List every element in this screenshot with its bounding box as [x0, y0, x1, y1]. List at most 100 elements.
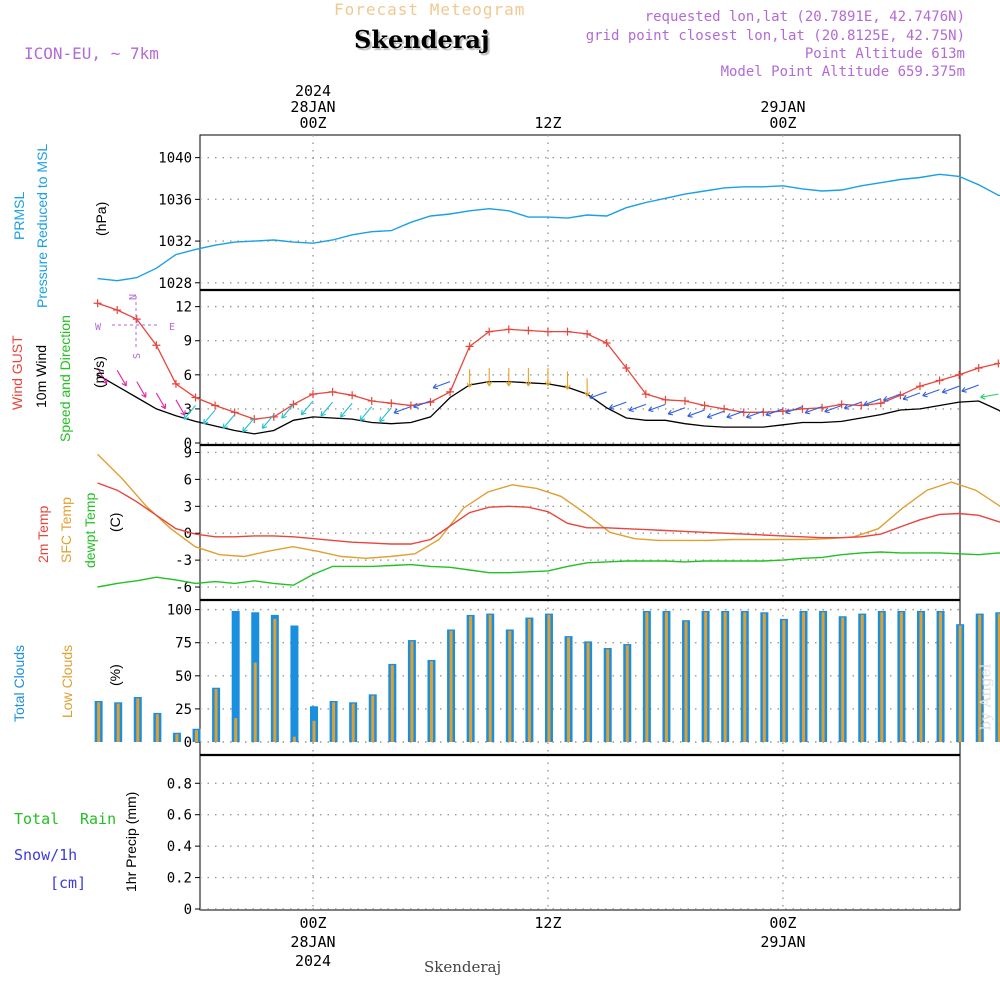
low-cloud-bar [390, 665, 394, 742]
wind-direction-arrowhead [141, 392, 147, 398]
low-cloud-bar [175, 734, 179, 742]
low-cloud-bar [469, 616, 473, 742]
wind-ytick-label: 3 [184, 402, 192, 418]
wind-direction-arrow [432, 381, 451, 389]
low-cloud-bar [860, 614, 864, 742]
wind-gust-marker [367, 396, 376, 405]
wind-gust-marker [935, 376, 944, 385]
wind-gust-marker [504, 325, 513, 334]
low-cloud-bar [762, 613, 766, 742]
low-cloud-bar [802, 612, 805, 742]
wind-direction-arrowhead [961, 386, 967, 393]
low-cloud-bar [821, 612, 825, 742]
pressure-label-msl: Pressure Reduced to MSL [34, 144, 50, 308]
wind-label-10m: 10m Wind [33, 345, 49, 408]
wind-direction-arrowhead [359, 415, 366, 421]
bottom-time-label: 2024 [295, 952, 331, 970]
bottom-time-label: 00Z [769, 914, 796, 932]
wind-label-dir: Speed and Direction [57, 315, 73, 442]
wind-ytick-label: 9 [184, 334, 192, 350]
low-cloud-bar [508, 630, 512, 742]
wind-panel-frame [199, 289, 961, 446]
wind-direction-arrow [155, 392, 166, 409]
clouds-ytick-label: 100 [167, 603, 192, 619]
low-cloud-bar [488, 614, 492, 742]
pressure-ytick-label: 1036 [158, 192, 192, 208]
clouds-ytick-label: 75 [175, 636, 192, 652]
wind-gust-marker [837, 400, 846, 409]
wind-direction-arrow [379, 407, 392, 422]
wind-direction-arrowhead [980, 393, 986, 400]
model-altitude: Model Point Altitude 659.375m [720, 64, 965, 80]
compass-n: N [128, 294, 139, 300]
wind-direction-arrowhead [628, 406, 634, 413]
wind-direction-arrowhead [564, 384, 571, 390]
low-cloud-bar [371, 695, 375, 742]
top-time-label: 2024 [295, 82, 331, 100]
wind-direction-arrow [863, 398, 882, 406]
wind-gust-marker [171, 379, 180, 388]
low-cloud-bar [195, 730, 199, 742]
wind-gust-marker [602, 339, 611, 347]
wind-direction-arrow [97, 367, 108, 384]
low-cloud-bar [547, 614, 551, 742]
footer-station: Skenderaj [424, 958, 502, 976]
wind-direction-arrowhead [544, 381, 552, 387]
wind-direction-arrow [726, 410, 744, 418]
wind-ytick-label: 0 [184, 436, 192, 452]
low-cloud-bar [939, 612, 943, 742]
cloud-label-low: Low Clouds [59, 645, 75, 718]
wind-gust-marker [857, 401, 866, 410]
wind-direction-arrow [203, 409, 216, 425]
wind-gust-line [97, 302, 1000, 420]
wind-gust-marker [465, 342, 474, 351]
wind-gust-marker [524, 326, 533, 335]
wind-direction-arrowhead [824, 407, 830, 414]
wind-direction-arrowhead [486, 381, 493, 387]
wind-direction-arrowhead [765, 410, 772, 417]
wind-direction-arrow [281, 404, 294, 419]
wind-gust-marker [583, 329, 592, 338]
precip-label-cm: [cm] [50, 874, 86, 892]
wind-direction-arrow [687, 409, 705, 417]
bottom-time-label: 00Z [299, 914, 326, 932]
wind-direction-arrow [765, 408, 784, 416]
low-cloud-bar [625, 645, 629, 742]
pressure-label-prmsl: PRMSL [11, 192, 27, 240]
point-altitude: Point Altitude 613m [804, 46, 965, 62]
wind-direction-arrowhead [413, 402, 419, 409]
wind-direction-arrowhead [667, 409, 674, 416]
wind-gust-marker [387, 399, 396, 408]
wind-direction-arrow [242, 417, 255, 433]
wind-direction-arrow [844, 401, 862, 409]
wind-gust-marker [406, 401, 415, 410]
wind-direction-arrow [785, 406, 803, 414]
low-cloud-bar [919, 612, 923, 742]
wind-direction-arrow [359, 406, 373, 421]
compass-e: E [169, 322, 175, 333]
wind-direction-arrowhead [745, 413, 752, 419]
wind-direction-arrow [804, 406, 823, 414]
wind-gust-marker [974, 364, 983, 372]
wind-direction-arrowhead [505, 381, 512, 387]
low-cloud-bar [586, 642, 590, 742]
wind-direction-arrowhead [281, 413, 287, 419]
bottom-time-label: 28JAN [290, 933, 335, 951]
watermark: by Angel [976, 663, 995, 731]
precip-label-snow: Snow/1h [14, 846, 77, 864]
pressure-ytick-label: 1028 [158, 276, 192, 292]
wind-gust-marker [269, 412, 278, 421]
temperature-panel-frame [199, 444, 961, 601]
precip-ytick-label: 0.6 [167, 808, 192, 824]
wind-direction-arrowhead [466, 382, 473, 388]
wind-direction-arrow [175, 399, 186, 416]
bottom-time-label: 12Z [534, 914, 561, 932]
wind-direction-arrowhead [320, 410, 326, 417]
wind-direction-arrowhead [648, 406, 654, 413]
wind-gust-marker [93, 299, 102, 308]
low-cloud-bar [449, 630, 453, 742]
temperature-ytick-label: -6 [175, 580, 192, 596]
wind-direction-arrowhead [922, 391, 928, 398]
wind-direction-arrowhead [121, 380, 127, 387]
low-cloud-bar [312, 720, 316, 742]
